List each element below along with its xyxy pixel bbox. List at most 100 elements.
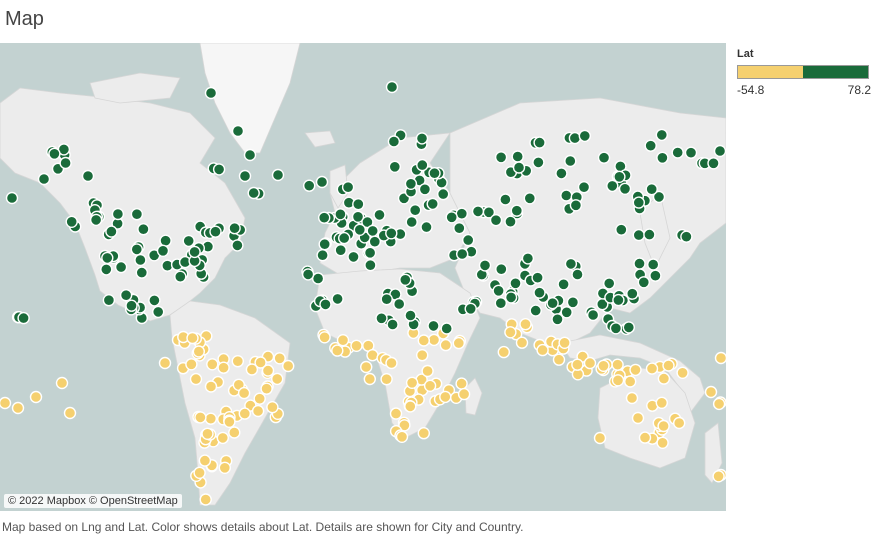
city-point-south[interactable] bbox=[360, 360, 373, 374]
city-point-north[interactable] bbox=[119, 288, 133, 302]
city-point-north[interactable] bbox=[571, 268, 584, 281]
city-point-south[interactable] bbox=[192, 345, 206, 358]
city-point-south[interactable] bbox=[638, 431, 652, 444]
city-point-south[interactable] bbox=[261, 364, 275, 377]
city-point-north[interactable] bbox=[361, 215, 374, 229]
city-point-north[interactable] bbox=[656, 151, 669, 165]
city-point-south[interactable] bbox=[417, 427, 430, 440]
city-point-south[interactable] bbox=[204, 412, 218, 425]
city-points-layer[interactable] bbox=[0, 80, 727, 506]
city-point-north[interactable] bbox=[637, 276, 650, 289]
city-point-north[interactable] bbox=[632, 228, 645, 242]
city-point-north[interactable] bbox=[48, 147, 61, 161]
city-point-south[interactable] bbox=[455, 377, 468, 390]
city-point-north[interactable] bbox=[331, 292, 344, 306]
city-point-north[interactable] bbox=[114, 260, 128, 274]
city-point-south[interactable] bbox=[237, 386, 251, 400]
city-point-north[interactable] bbox=[533, 136, 546, 149]
city-point-north[interactable] bbox=[5, 191, 19, 205]
city-point-north[interactable] bbox=[707, 157, 720, 170]
city-point-north[interactable] bbox=[428, 166, 441, 180]
city-point-north[interactable] bbox=[509, 277, 522, 290]
city-point-north[interactable] bbox=[440, 322, 453, 335]
city-point-north[interactable] bbox=[130, 207, 144, 221]
city-point-south[interactable] bbox=[558, 336, 571, 349]
city-point-south[interactable] bbox=[457, 387, 471, 401]
city-point-south[interactable] bbox=[497, 345, 510, 359]
city-point-south[interactable] bbox=[625, 391, 639, 405]
city-point-south[interactable] bbox=[504, 326, 517, 339]
city-point-north[interactable] bbox=[577, 180, 591, 194]
city-point-north[interactable] bbox=[385, 80, 399, 94]
city-point-south[interactable] bbox=[714, 351, 727, 365]
city-point-north[interactable] bbox=[373, 208, 386, 222]
city-point-north[interactable] bbox=[341, 180, 355, 194]
city-point-south[interactable] bbox=[193, 466, 206, 479]
city-point-north[interactable] bbox=[557, 278, 570, 291]
city-point-north[interactable] bbox=[499, 193, 512, 206]
city-point-north[interactable] bbox=[655, 128, 668, 142]
city-point-south[interactable] bbox=[571, 358, 584, 371]
city-point-north[interactable] bbox=[462, 233, 475, 247]
city-point-south[interactable] bbox=[63, 406, 77, 420]
city-point-north[interactable] bbox=[156, 244, 170, 258]
city-point-north[interactable] bbox=[212, 163, 226, 176]
city-point-north[interactable] bbox=[586, 308, 600, 322]
city-point-north[interactable] bbox=[494, 297, 507, 310]
city-point-north[interactable] bbox=[137, 222, 150, 236]
city-point-north[interactable] bbox=[569, 199, 583, 212]
city-point-north[interactable] bbox=[455, 207, 468, 220]
city-point-north[interactable] bbox=[135, 266, 149, 279]
city-point-north[interactable] bbox=[456, 247, 469, 261]
city-point-north[interactable] bbox=[353, 223, 366, 237]
city-point-north[interactable] bbox=[148, 294, 161, 307]
city-point-north[interactable] bbox=[633, 257, 646, 270]
city-point-north[interactable] bbox=[188, 245, 201, 259]
city-point-south[interactable] bbox=[657, 419, 670, 433]
city-point-north[interactable] bbox=[512, 161, 526, 174]
city-point-north[interactable] bbox=[445, 211, 458, 224]
city-point-north[interactable] bbox=[247, 186, 260, 200]
city-point-south[interactable] bbox=[0, 396, 12, 410]
city-point-south[interactable] bbox=[11, 401, 25, 415]
city-point-south[interactable] bbox=[216, 431, 230, 445]
city-point-north[interactable] bbox=[464, 302, 477, 315]
city-point-south[interactable] bbox=[29, 390, 43, 404]
city-point-north[interactable] bbox=[65, 215, 78, 229]
city-point-north[interactable] bbox=[632, 196, 645, 209]
city-point-south[interactable] bbox=[593, 431, 607, 445]
city-point-north[interactable] bbox=[101, 251, 114, 265]
city-point-north[interactable] bbox=[647, 258, 660, 271]
city-point-south[interactable] bbox=[204, 380, 218, 393]
city-point-north[interactable] bbox=[102, 294, 116, 307]
city-point-north[interactable] bbox=[453, 221, 466, 235]
city-point-north[interactable] bbox=[531, 271, 544, 284]
city-point-north[interactable] bbox=[471, 205, 485, 218]
city-point-north[interactable] bbox=[612, 293, 625, 307]
city-point-south[interactable] bbox=[536, 343, 549, 357]
city-point-south[interactable] bbox=[380, 373, 393, 386]
city-point-north[interactable] bbox=[504, 215, 517, 228]
city-point-north[interactable] bbox=[393, 297, 406, 311]
city-point-north[interactable] bbox=[613, 170, 626, 184]
city-point-south[interactable] bbox=[186, 331, 199, 345]
city-point-north[interactable] bbox=[100, 263, 113, 276]
city-point-north[interactable] bbox=[521, 252, 535, 265]
city-point-south[interactable] bbox=[201, 427, 214, 440]
city-point-south[interactable] bbox=[266, 401, 279, 414]
city-point-north[interactable] bbox=[352, 197, 365, 211]
city-point-north[interactable] bbox=[615, 223, 628, 236]
city-point-north[interactable] bbox=[231, 239, 244, 252]
city-point-south[interactable] bbox=[389, 407, 403, 420]
city-point-north[interactable] bbox=[494, 151, 508, 164]
city-point-south[interactable] bbox=[55, 376, 69, 390]
city-point-north[interactable] bbox=[511, 150, 524, 163]
city-point-north[interactable] bbox=[609, 322, 623, 335]
city-point-north[interactable] bbox=[351, 210, 365, 224]
city-point-north[interactable] bbox=[420, 220, 433, 234]
city-point-north[interactable] bbox=[418, 183, 432, 196]
city-point-north[interactable] bbox=[243, 148, 257, 162]
city-point-north[interactable] bbox=[626, 287, 639, 300]
city-point-north[interactable] bbox=[551, 313, 564, 326]
city-point-north[interactable] bbox=[388, 160, 401, 174]
